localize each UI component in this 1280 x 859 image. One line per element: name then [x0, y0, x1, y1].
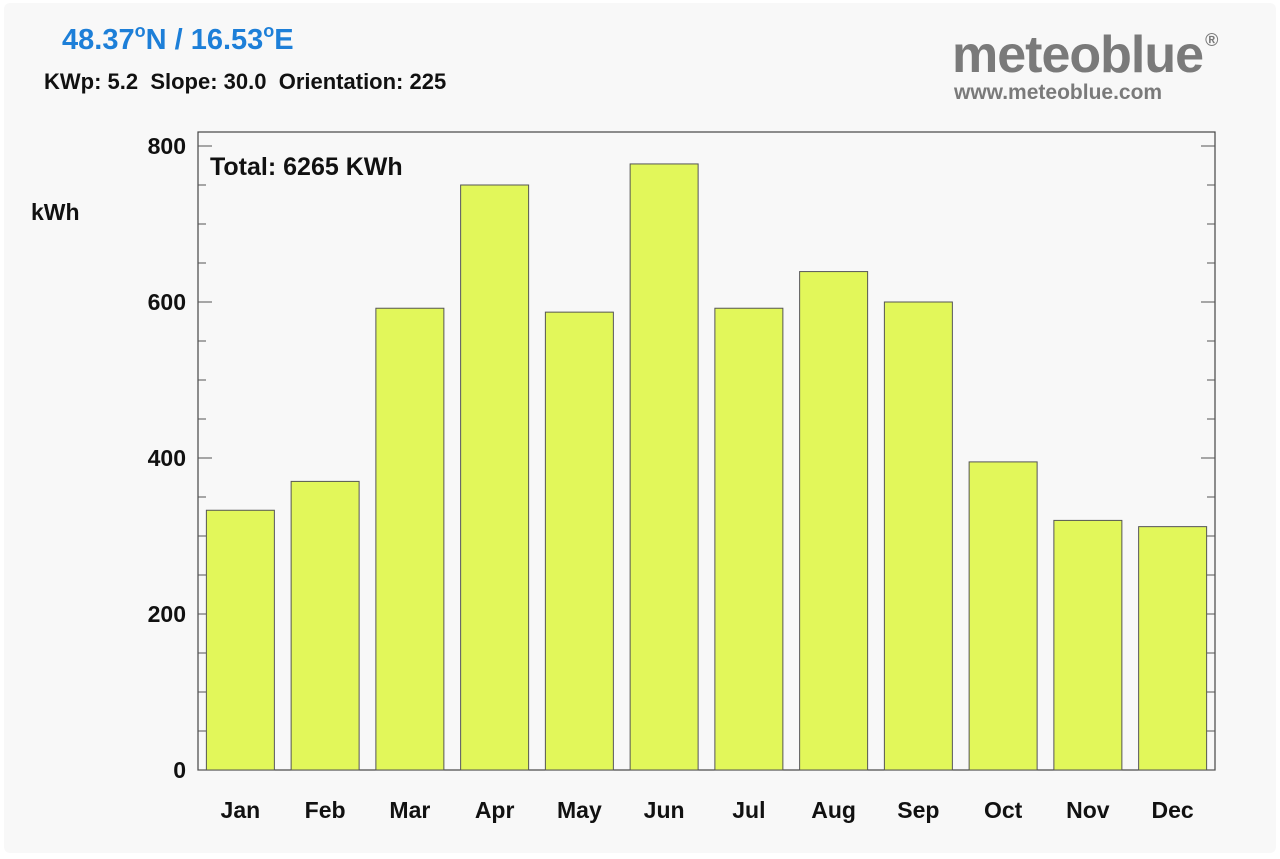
y-tick-label: 600 — [148, 289, 186, 315]
bar-dec — [1138, 526, 1208, 771]
bar-jan — [205, 509, 275, 771]
pv-parameters: KWp: 5.2 Slope: 30.0 Orientation: 225 — [44, 69, 447, 94]
plot-frame — [197, 131, 1216, 771]
y-axis-label: kWh — [31, 199, 80, 225]
x-tick-label: Jun — [644, 797, 685, 823]
bar-aug — [799, 271, 869, 771]
x-tick-label: Sep — [897, 797, 939, 823]
location-coordinates: 48.37oN / 16.53oE — [62, 21, 294, 56]
bar-jun — [629, 163, 699, 771]
brand-logo: meteoblue ® — [952, 26, 1218, 84]
bar-apr — [460, 184, 530, 771]
x-tick-label: May — [557, 797, 602, 823]
brand-url: www.meteoblue.com — [954, 81, 1163, 104]
bar-nov — [1053, 519, 1123, 771]
total-annotation: Total: 6265 KWh — [210, 153, 403, 181]
bar-oct — [968, 461, 1038, 771]
x-tick-label: Aug — [811, 797, 856, 823]
x-tick-label: Nov — [1066, 797, 1110, 823]
y-tick-label: 200 — [148, 601, 186, 627]
bar-chart: 0 200 400 600 800 Jan Feb Mar Apr May Jun Jul Aug Sep… — [148, 131, 1216, 823]
bar-mar — [375, 307, 445, 771]
y-tick-label: 0 — [173, 757, 186, 783]
bar-sep — [883, 301, 953, 771]
x-tick-label: Mar — [389, 797, 430, 823]
bar-may — [544, 311, 614, 771]
x-tick-label: Jul — [732, 797, 765, 823]
x-tick-label: Jan — [221, 797, 261, 823]
x-tick-label: Oct — [984, 797, 1023, 823]
chart-panel: 48.37oN / 16.53oE KWp: 5.2 Slope: 30.0 O… — [4, 3, 1276, 853]
y-tick-label: 400 — [148, 445, 186, 471]
x-tick-label: Feb — [305, 797, 346, 823]
bar-jul — [714, 307, 784, 771]
x-tick-label: Dec — [1152, 797, 1194, 823]
x-tick-label: Apr — [475, 797, 515, 823]
bar-feb — [290, 480, 360, 771]
y-tick-label: 800 — [148, 133, 186, 159]
